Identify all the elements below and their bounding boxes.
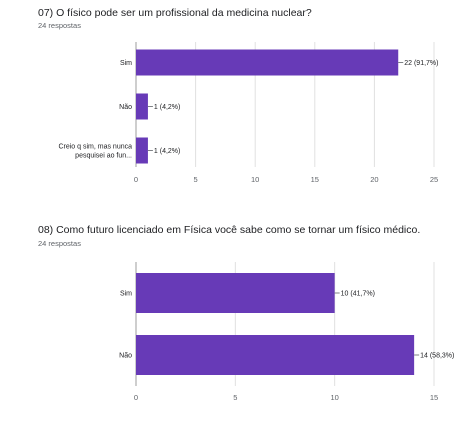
- category-label: Sim: [120, 60, 132, 67]
- bar: [136, 335, 415, 375]
- bar: [136, 273, 335, 313]
- data-label: 1 (4,2%): [154, 148, 180, 155]
- x-tick-label: 20: [370, 175, 378, 184]
- x-tick-label: 0: [134, 175, 138, 184]
- category-label: Não: [119, 104, 132, 111]
- bar-chart-q07: 0 5 10 15 20 25 Sim 22 (91,7%) Não 1 (4,2%) Creio …: [58, 42, 438, 184]
- data-label: 10 (41,7%): [341, 291, 375, 298]
- x-tick-label: 10: [330, 393, 338, 402]
- category-label: pesquisei ao fun...: [75, 153, 132, 160]
- bar: [136, 137, 148, 164]
- response-count: 24 respostas: [38, 21, 81, 30]
- question-title: 08) Como futuro licenciado em Física voc…: [38, 224, 421, 236]
- x-tick-label: 25: [430, 175, 438, 184]
- data-label: 22 (91,7%): [404, 60, 438, 67]
- x-tick-label: 10: [251, 175, 259, 184]
- response-count: 24 respostas: [38, 239, 81, 248]
- x-tick-label: 0: [134, 393, 138, 402]
- x-tick-label: 15: [430, 393, 438, 402]
- bar: [136, 49, 399, 76]
- data-label: 1 (4,2%): [154, 104, 180, 111]
- data-label: 14 (58,3%): [420, 353, 454, 360]
- x-tick-label: 5: [233, 393, 237, 402]
- bar: [136, 93, 148, 120]
- question-title: 07) O físico pode ser um profissional da…: [38, 7, 312, 19]
- category-label: Creio q sim, mas nunca: [58, 144, 132, 151]
- x-tick-label: 15: [311, 175, 319, 184]
- category-label: Sim: [120, 291, 132, 298]
- x-tick-label: 5: [194, 175, 198, 184]
- category-label: Não: [119, 353, 132, 360]
